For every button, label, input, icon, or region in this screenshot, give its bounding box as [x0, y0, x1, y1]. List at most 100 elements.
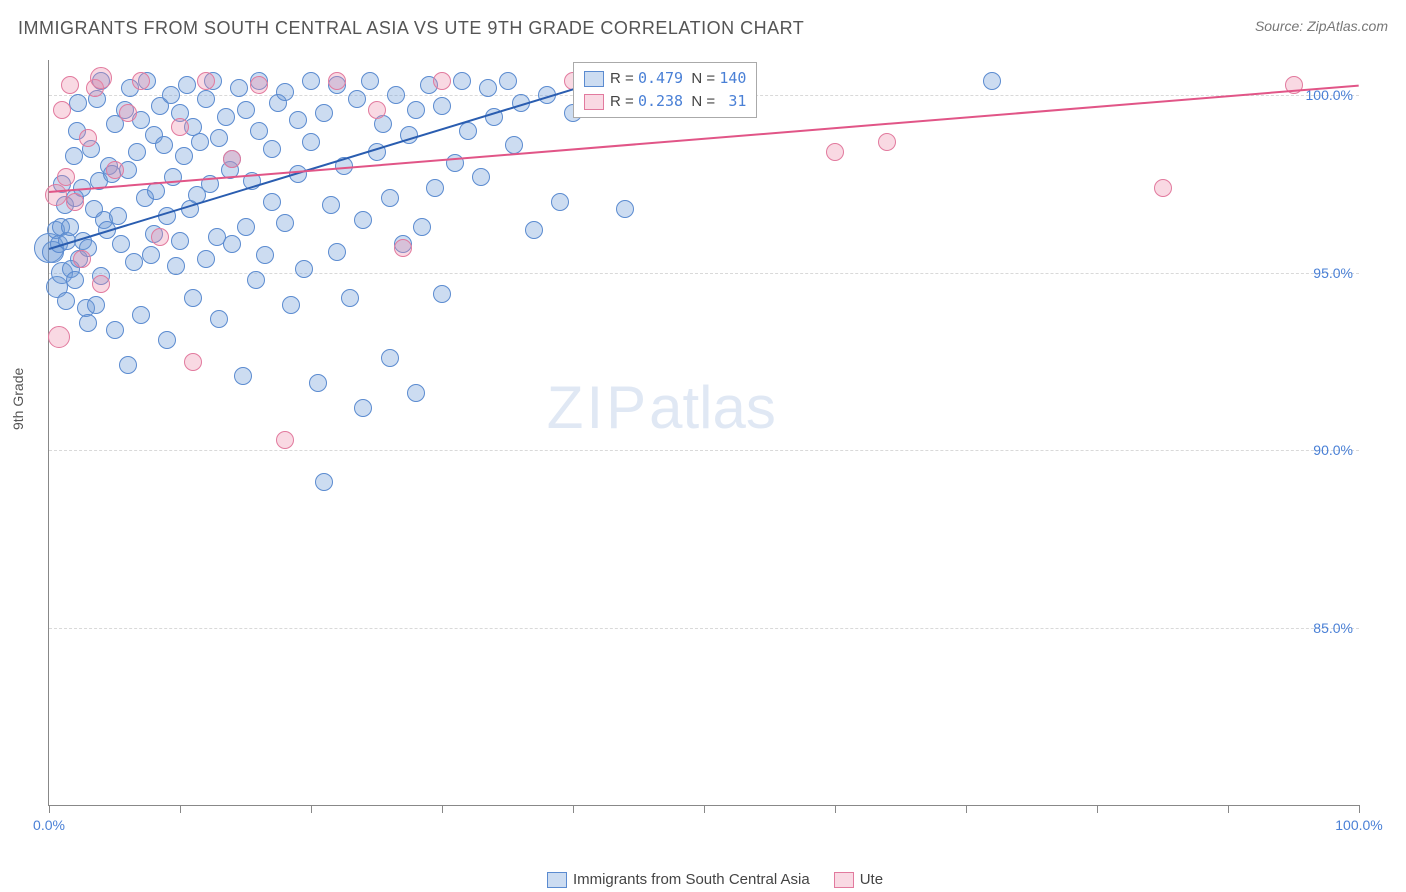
data-point[interactable]	[92, 275, 110, 293]
data-point[interactable]	[459, 122, 477, 140]
data-point[interactable]	[79, 314, 97, 332]
data-point[interactable]	[263, 193, 281, 211]
data-point[interactable]	[341, 289, 359, 307]
data-point[interactable]	[525, 221, 543, 239]
data-point[interactable]	[433, 72, 451, 90]
data-point[interactable]	[472, 168, 490, 186]
data-point[interactable]	[250, 76, 268, 94]
data-point[interactable]	[433, 285, 451, 303]
data-point[interactable]	[57, 168, 75, 186]
data-point[interactable]	[328, 72, 346, 90]
data-point[interactable]	[125, 253, 143, 271]
data-point[interactable]	[354, 399, 372, 417]
data-point[interactable]	[106, 161, 124, 179]
data-point[interactable]	[826, 143, 844, 161]
data-point[interactable]	[453, 72, 471, 90]
data-point[interactable]	[983, 72, 1001, 90]
data-point[interactable]	[217, 108, 235, 126]
data-point[interactable]	[295, 260, 313, 278]
data-point[interactable]	[505, 136, 523, 154]
data-point[interactable]	[223, 235, 241, 253]
data-point[interactable]	[119, 104, 137, 122]
data-point[interactable]	[197, 90, 215, 108]
data-point[interactable]	[348, 90, 366, 108]
data-point[interactable]	[413, 218, 431, 236]
data-point[interactable]	[223, 150, 241, 168]
data-point[interactable]	[234, 367, 252, 385]
data-point[interactable]	[147, 182, 165, 200]
data-point[interactable]	[87, 296, 105, 314]
data-point[interactable]	[109, 207, 127, 225]
data-point[interactable]	[158, 331, 176, 349]
data-point[interactable]	[282, 296, 300, 314]
data-point[interactable]	[302, 133, 320, 151]
data-point[interactable]	[171, 118, 189, 136]
data-point[interactable]	[289, 111, 307, 129]
data-point[interactable]	[132, 72, 150, 90]
data-point[interactable]	[210, 129, 228, 147]
data-point[interactable]	[276, 83, 294, 101]
data-point[interactable]	[368, 101, 386, 119]
data-point[interactable]	[197, 72, 215, 90]
data-point[interactable]	[65, 147, 83, 165]
data-point[interactable]	[151, 228, 169, 246]
data-point[interactable]	[69, 94, 87, 112]
data-point[interactable]	[53, 101, 71, 119]
data-point[interactable]	[315, 104, 333, 122]
data-point[interactable]	[128, 143, 146, 161]
data-point[interactable]	[433, 97, 451, 115]
data-point[interactable]	[66, 271, 84, 289]
data-point[interactable]	[57, 292, 75, 310]
data-point[interactable]	[171, 232, 189, 250]
data-point[interactable]	[361, 72, 379, 90]
data-point[interactable]	[354, 211, 372, 229]
data-point[interactable]	[263, 140, 281, 158]
data-point[interactable]	[162, 86, 180, 104]
data-point[interactable]	[48, 326, 70, 348]
data-point[interactable]	[381, 189, 399, 207]
data-point[interactable]	[426, 179, 444, 197]
data-point[interactable]	[387, 86, 405, 104]
data-point[interactable]	[276, 214, 294, 232]
data-point[interactable]	[73, 250, 91, 268]
data-point[interactable]	[66, 193, 84, 211]
data-point[interactable]	[175, 147, 193, 165]
data-point[interactable]	[45, 184, 67, 206]
data-point[interactable]	[247, 271, 265, 289]
data-point[interactable]	[132, 306, 150, 324]
data-point[interactable]	[479, 79, 497, 97]
data-point[interactable]	[499, 72, 517, 90]
data-point[interactable]	[90, 67, 112, 89]
data-point[interactable]	[237, 218, 255, 236]
data-point[interactable]	[191, 133, 209, 151]
data-point[interactable]	[184, 289, 202, 307]
data-point[interactable]	[407, 384, 425, 402]
data-point[interactable]	[551, 193, 569, 211]
data-point[interactable]	[210, 310, 228, 328]
data-point[interactable]	[142, 246, 160, 264]
data-point[interactable]	[407, 101, 425, 119]
data-point[interactable]	[61, 218, 79, 236]
data-point[interactable]	[155, 136, 173, 154]
data-point[interactable]	[167, 257, 185, 275]
data-point[interactable]	[315, 473, 333, 491]
data-point[interactable]	[112, 235, 130, 253]
data-point[interactable]	[79, 129, 97, 147]
data-point[interactable]	[256, 246, 274, 264]
data-point[interactable]	[61, 76, 79, 94]
data-point[interactable]	[328, 243, 346, 261]
data-point[interactable]	[276, 431, 294, 449]
data-point[interactable]	[309, 374, 327, 392]
data-point[interactable]	[250, 122, 268, 140]
data-point[interactable]	[178, 76, 196, 94]
data-point[interactable]	[381, 349, 399, 367]
data-point[interactable]	[230, 79, 248, 97]
data-point[interactable]	[322, 196, 340, 214]
data-point[interactable]	[616, 200, 634, 218]
data-point[interactable]	[119, 356, 137, 374]
data-point[interactable]	[394, 239, 412, 257]
data-point[interactable]	[184, 353, 202, 371]
data-point[interactable]	[237, 101, 255, 119]
data-point[interactable]	[106, 321, 124, 339]
data-point[interactable]	[878, 133, 896, 151]
